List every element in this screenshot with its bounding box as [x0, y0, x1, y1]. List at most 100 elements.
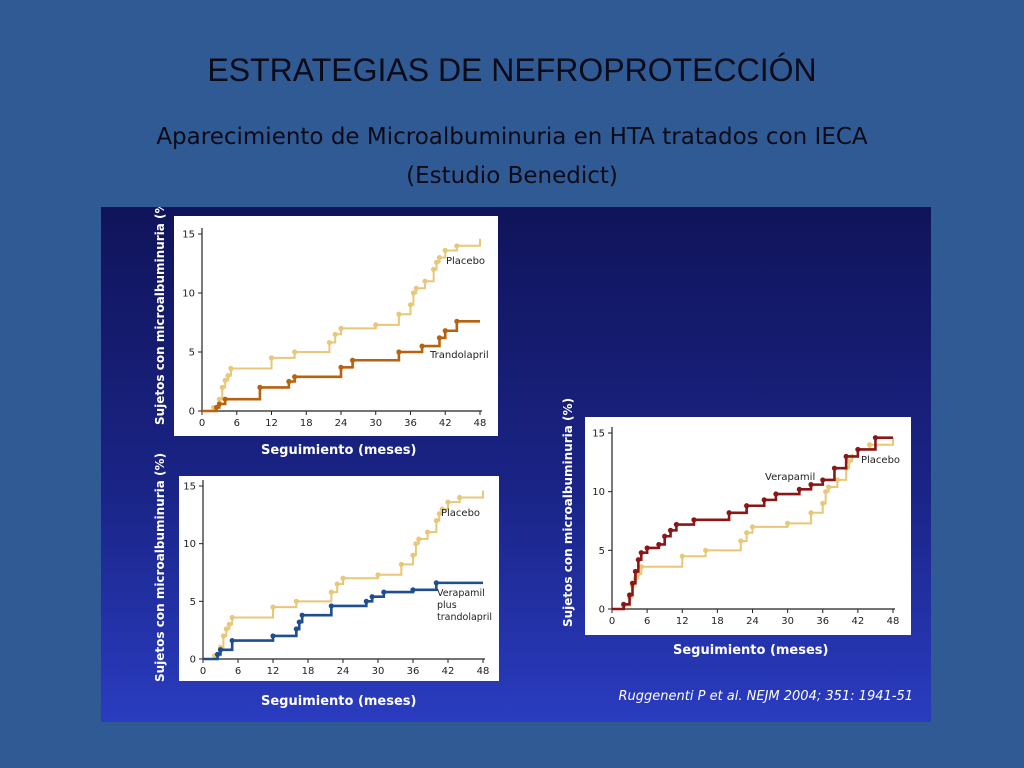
x-tick-label: 18 [711, 616, 724, 627]
x-tick-label: 48 [474, 418, 487, 429]
data-point [410, 552, 416, 558]
page-title: ESTRATEGIAS DE NEFROPROTECCIÓN [207, 52, 817, 88]
data-point [457, 494, 463, 501]
data-point [843, 453, 849, 460]
y-tick-label: 10 [592, 487, 605, 498]
data-point [225, 373, 231, 379]
x-tick-label: 24 [746, 616, 759, 627]
series-label: Trandolapril [429, 350, 489, 361]
chart-svg-2: 0 6 12 18 24 30 36 42 48 0 5 10 15 Placebo Verapamilpl… [183, 480, 492, 677]
data-point [328, 589, 334, 595]
data-point [855, 446, 861, 453]
series-line [202, 320, 480, 413]
series-line [612, 437, 894, 610]
data-point [416, 536, 422, 542]
y-tick-label: 0 [189, 407, 195, 418]
data-point [334, 581, 340, 587]
data-point [691, 517, 697, 523]
x-tick-label: 12 [265, 418, 278, 429]
data-point [214, 651, 221, 657]
data-point [445, 499, 451, 505]
data-point [808, 482, 814, 488]
data-point [419, 343, 425, 349]
chart1-xlabel: Seguimiento (meses) [261, 443, 417, 458]
data-point [667, 527, 674, 533]
data-point [222, 396, 228, 402]
x-tick-label: 48 [887, 616, 900, 627]
series-label: Placebo [861, 455, 900, 466]
y-tick-label: 10 [183, 539, 196, 550]
data-point [761, 497, 767, 503]
x-tick-label: 30 [369, 418, 382, 429]
data-point [228, 365, 234, 372]
data-point [662, 533, 668, 539]
x-tick-label: 30 [372, 666, 385, 677]
y-tick-label: 5 [189, 348, 195, 359]
x-tick-label: 42 [852, 616, 865, 627]
chart2-ylabel: Sujetos con microalbuminuria (%) [153, 452, 167, 682]
x-tick-label: 42 [439, 418, 452, 429]
series-label: Verapamil [437, 588, 485, 599]
x-tick-label: 18 [302, 666, 315, 677]
data-point [381, 589, 387, 595]
data-point [738, 538, 744, 544]
data-point [808, 510, 814, 516]
data-point [338, 364, 344, 370]
data-point [229, 637, 235, 644]
data-point [223, 626, 229, 632]
data-point [796, 486, 802, 492]
data-point [638, 550, 644, 556]
data-point [454, 243, 460, 249]
data-point [222, 377, 228, 383]
data-point [270, 633, 276, 639]
x-tick-label: 12 [676, 616, 689, 627]
x-tick-label: 0 [200, 666, 206, 677]
chart-svg-1: 0 6 12 18 24 30 36 42 48 0 5 10 15 Placebo Trandolapri… [182, 228, 489, 429]
data-point [220, 633, 227, 639]
data-point [292, 349, 298, 355]
data-point [726, 510, 732, 516]
data-point [293, 626, 299, 632]
series-line [202, 238, 481, 412]
data-point [644, 545, 650, 551]
data-point [436, 511, 442, 517]
x-tick-label: 12 [267, 666, 280, 677]
subtitle-line-1: Aparecimiento de Microalbuminuria en HTA… [156, 124, 868, 150]
series-label: Placebo [446, 256, 485, 267]
x-tick-label: 42 [442, 666, 455, 677]
data-point [442, 247, 448, 254]
data-point [820, 477, 826, 483]
x-tick-label: 36 [816, 616, 829, 627]
data-point [292, 374, 298, 380]
series-label: Placebo [441, 508, 480, 519]
y-tick-label: 5 [190, 597, 196, 608]
data-point [831, 465, 838, 471]
chart-placebo-combo: 0 6 12 18 24 30 36 42 48 0 5 10 15 Placebo Verapamil pl… [179, 476, 499, 681]
data-point [773, 491, 779, 497]
data-point [363, 598, 369, 604]
data-point [454, 318, 460, 324]
data-point [422, 278, 428, 284]
y-tick-label: 10 [182, 289, 195, 300]
data-point [332, 331, 338, 337]
data-point [442, 328, 448, 334]
data-point [703, 547, 709, 553]
data-point [398, 561, 404, 568]
chart3-ylabel: Sujetos con microalbuminuria (%) [561, 397, 575, 627]
data-point [349, 357, 356, 363]
x-tick-label: 48 [477, 666, 490, 677]
data-point [396, 311, 402, 317]
chart3-xlabel: Seguimiento (meses) [673, 643, 829, 658]
data-point [410, 290, 416, 296]
y-tick-label: 15 [592, 429, 605, 440]
data-point [373, 322, 379, 328]
x-tick-label: 36 [407, 666, 420, 677]
data-point [340, 575, 346, 581]
chart-placebo-verapamil: 0 6 12 18 24 30 36 42 48 0 5 10 15 Placebo Verapamil [585, 417, 911, 635]
y-tick-label: 15 [182, 230, 195, 241]
data-point [326, 339, 333, 346]
data-point [826, 484, 832, 490]
data-point [785, 520, 791, 526]
data-point [257, 384, 263, 390]
data-point [219, 384, 225, 390]
